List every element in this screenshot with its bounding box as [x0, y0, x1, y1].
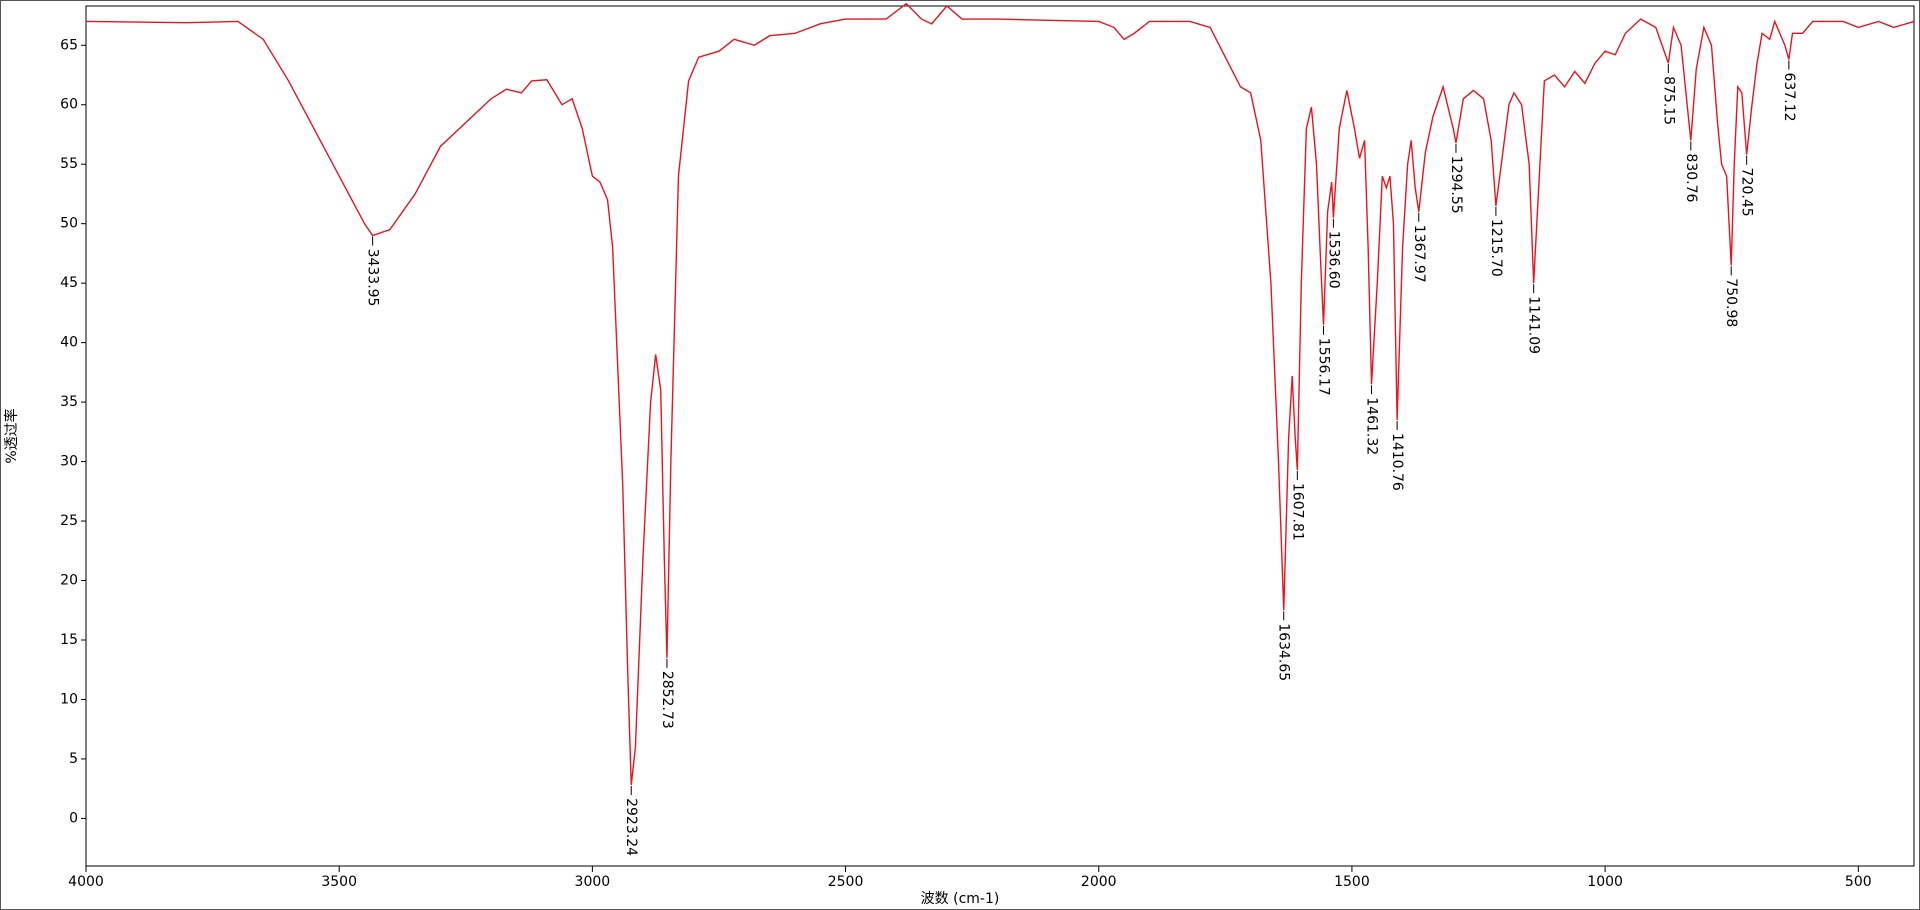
x-tick-label: 4000 [68, 874, 104, 890]
y-tick-label: 15 [60, 632, 78, 648]
peak-label: 1141.09 [1526, 296, 1542, 354]
x-tick-label: 1500 [1334, 874, 1370, 890]
x-tick-label: 3000 [575, 874, 611, 890]
x-tick-label: 1000 [1587, 874, 1623, 890]
x-tick-label: 2500 [828, 874, 864, 890]
peak-label: 2852.73 [659, 671, 675, 729]
peak-label: 1536.60 [1325, 231, 1341, 289]
y-tick-label: 5 [69, 751, 78, 767]
y-tick-label: 50 [60, 216, 78, 232]
peak-label: 3433.95 [365, 249, 381, 307]
peak-label: 1607.81 [1289, 483, 1305, 541]
y-tick-label: 35 [60, 394, 78, 410]
y-tick-label: 0 [69, 810, 78, 826]
y-tick-label: 40 [60, 335, 78, 351]
y-tick-label: 45 [60, 275, 78, 291]
y-tick-label: 55 [60, 156, 78, 172]
peak-label: 830.76 [1683, 153, 1699, 202]
peak-label: 1461.32 [1364, 397, 1380, 455]
y-tick-label: 20 [60, 573, 78, 589]
peak-label: 875.15 [1660, 76, 1676, 125]
y-axis-label: %透过率 [3, 408, 20, 463]
peak-label: 1634.65 [1276, 623, 1292, 681]
peak-label: 637.12 [1781, 73, 1797, 122]
y-tick-label: 25 [60, 513, 78, 529]
peak-label: 750.98 [1723, 278, 1739, 327]
y-tick-label: 60 [60, 97, 78, 113]
peak-label: 1556.17 [1315, 338, 1331, 396]
peak-label: 1367.97 [1411, 225, 1427, 283]
y-tick-label: 30 [60, 454, 78, 470]
x-tick-label: 500 [1845, 874, 1872, 890]
peak-label: 1215.70 [1488, 219, 1504, 277]
plot-frame [85, 5, 1915, 867]
y-tick-label: 10 [60, 691, 78, 707]
spectrum-line [85, 2, 1915, 786]
peak-label: 2923.24 [623, 798, 639, 856]
x-axis-label: 波数 (cm-1) [921, 891, 1000, 907]
x-tick-label: 2000 [1081, 874, 1117, 890]
y-tick-label: 65 [60, 37, 78, 53]
peak-label: 1294.55 [1448, 156, 1464, 214]
x-tick-label: 3500 [321, 874, 357, 890]
peak-label: 720.45 [1739, 168, 1755, 217]
peak-label: 1410.76 [1389, 433, 1405, 491]
